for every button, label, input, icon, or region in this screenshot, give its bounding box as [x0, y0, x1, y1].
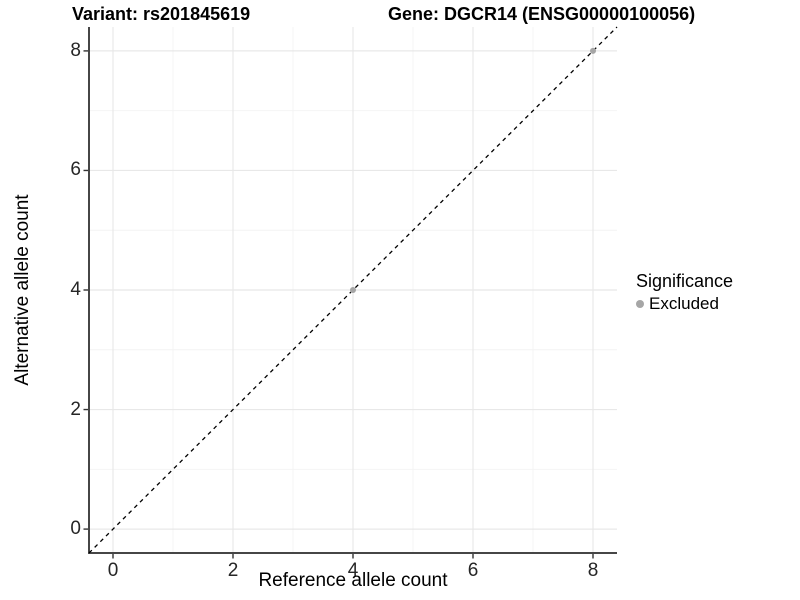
- y-tick-label: 6: [70, 159, 81, 181]
- plot-title-gene: Gene: DGCR14 (ENSG00000100056): [388, 4, 696, 24]
- excluded-point-icon: [636, 300, 644, 308]
- x-tick-label: 6: [467, 560, 479, 581]
- legend-title: Significance: [636, 271, 734, 291]
- y-tick-label: 2: [70, 398, 81, 420]
- x-tick-label: 0: [107, 560, 119, 581]
- data-point-excluded: [350, 287, 356, 293]
- y-tick-label: 8: [70, 39, 81, 61]
- x-tick-label: 4: [347, 560, 359, 581]
- legend-entry-excluded: Excluded: [636, 294, 733, 314]
- legend: Significance Excluded: [636, 271, 733, 314]
- y-tick-label: 0: [70, 518, 81, 540]
- x-axis-title: Reference allele count: [258, 570, 448, 591]
- y-axis-title: Alternative allele count: [12, 194, 33, 386]
- plot-title-variant: Variant: rs201845619: [72, 4, 251, 24]
- x-tick-label: 2: [227, 560, 239, 581]
- legend-entry-label: Excluded: [649, 294, 719, 313]
- data-point-excluded: [590, 47, 596, 54]
- y-tick-label: 4: [70, 279, 81, 300]
- x-tick-label: 8: [587, 560, 599, 581]
